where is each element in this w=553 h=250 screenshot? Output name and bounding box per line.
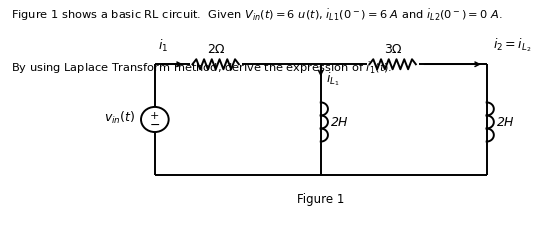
Text: 2Ω: 2Ω — [207, 43, 225, 56]
Text: +: + — [150, 110, 159, 120]
Text: 3Ω: 3Ω — [384, 43, 401, 56]
Text: 2H: 2H — [497, 116, 514, 129]
Text: −: − — [150, 118, 160, 131]
Text: 2H: 2H — [331, 116, 348, 129]
Text: Figure 1: Figure 1 — [297, 192, 345, 205]
Text: $i_2 = i_{L_2}$: $i_2 = i_{L_2}$ — [493, 36, 531, 54]
Text: $v_{in}(t)$: $v_{in}(t)$ — [104, 110, 135, 126]
Text: $i_1$: $i_1$ — [158, 38, 168, 54]
Text: $i_{L_1}$: $i_{L_1}$ — [326, 70, 340, 87]
Text: Figure 1 shows a basic RL circuit.  Given $V_{in}(t) = 6\ u(t)$, $\dot{\imath}_{: Figure 1 shows a basic RL circuit. Given… — [11, 8, 503, 23]
Text: By using Laplace Transform method, derive the expression of $\dot{\imath}_1(t)$.: By using Laplace Transform method, deriv… — [11, 60, 392, 75]
